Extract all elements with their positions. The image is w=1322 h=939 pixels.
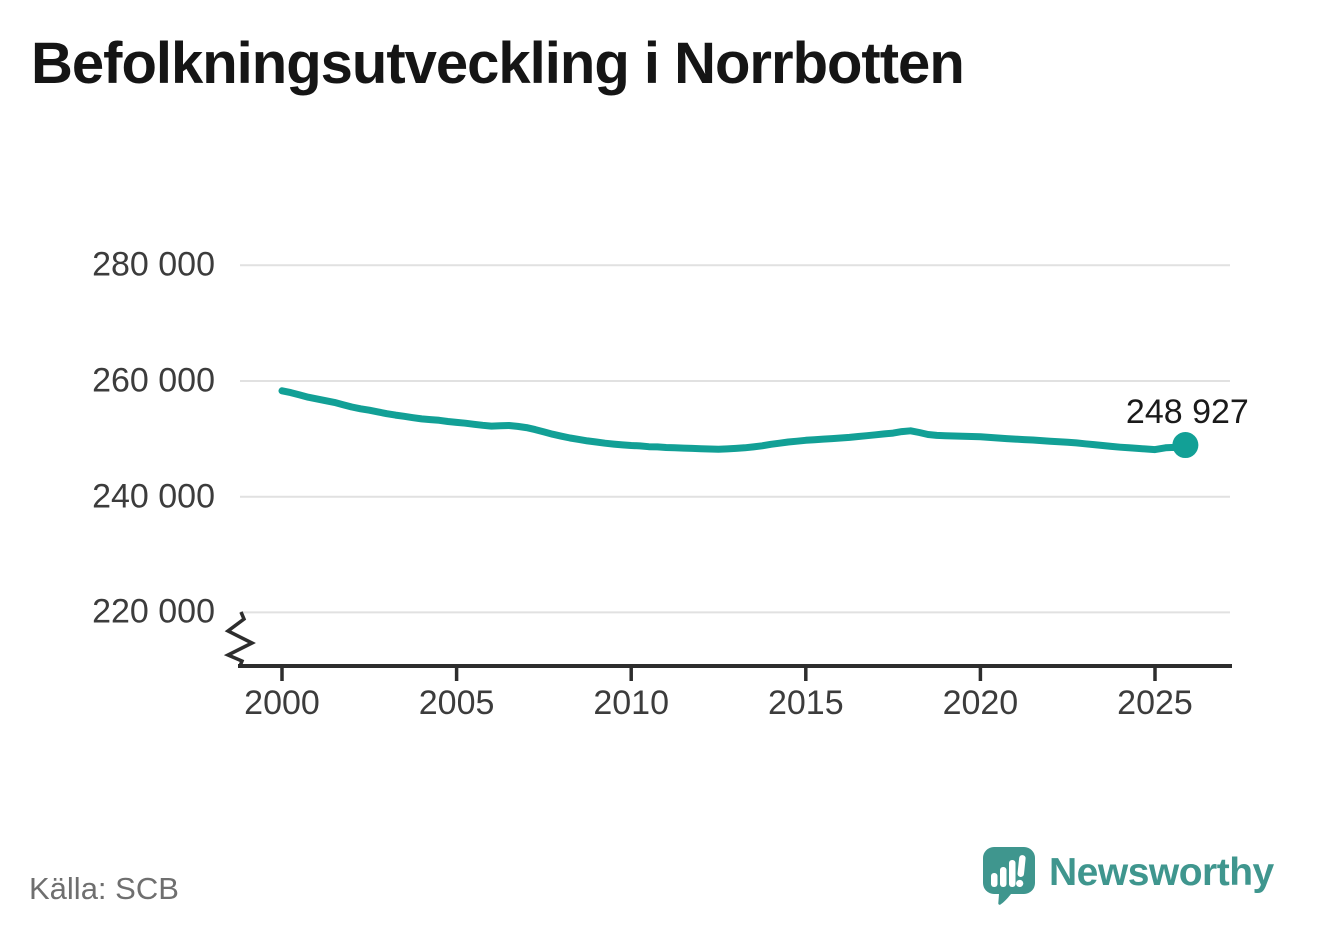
last-value-dot <box>1172 432 1199 459</box>
x-tick-label: 2010 <box>593 684 670 722</box>
brand-wordmark: Newsworthy <box>1049 851 1274 894</box>
y-tick-label: 240 000 <box>92 477 215 516</box>
newsworthy-logo-icon <box>983 847 1035 905</box>
gridlines <box>240 264 1230 614</box>
y-tick-label: 260 000 <box>92 361 215 400</box>
x-tick-label: 2000 <box>244 684 320 722</box>
last-value-label: 248 927 <box>1125 393 1249 432</box>
x-tick-label: 2025 <box>1117 684 1193 722</box>
series-layer <box>278 387 1199 459</box>
source-credit: Källa: SCB <box>29 871 179 906</box>
brand-logo: Newsworthy <box>983 847 1274 909</box>
x-tick-label: 2015 <box>767 684 844 722</box>
population-series-line <box>278 387 1189 454</box>
axis-break-icon <box>223 611 256 667</box>
x-tick-label: 2005 <box>418 684 495 722</box>
y-tick-label: 280 000 <box>92 245 215 284</box>
x-tick-label: 2020 <box>942 684 1019 722</box>
axes <box>223 611 1232 681</box>
y-tick-label: 220 000 <box>92 592 215 631</box>
chart-title: Befolkningsutveckling i Norrbotten <box>31 31 965 96</box>
